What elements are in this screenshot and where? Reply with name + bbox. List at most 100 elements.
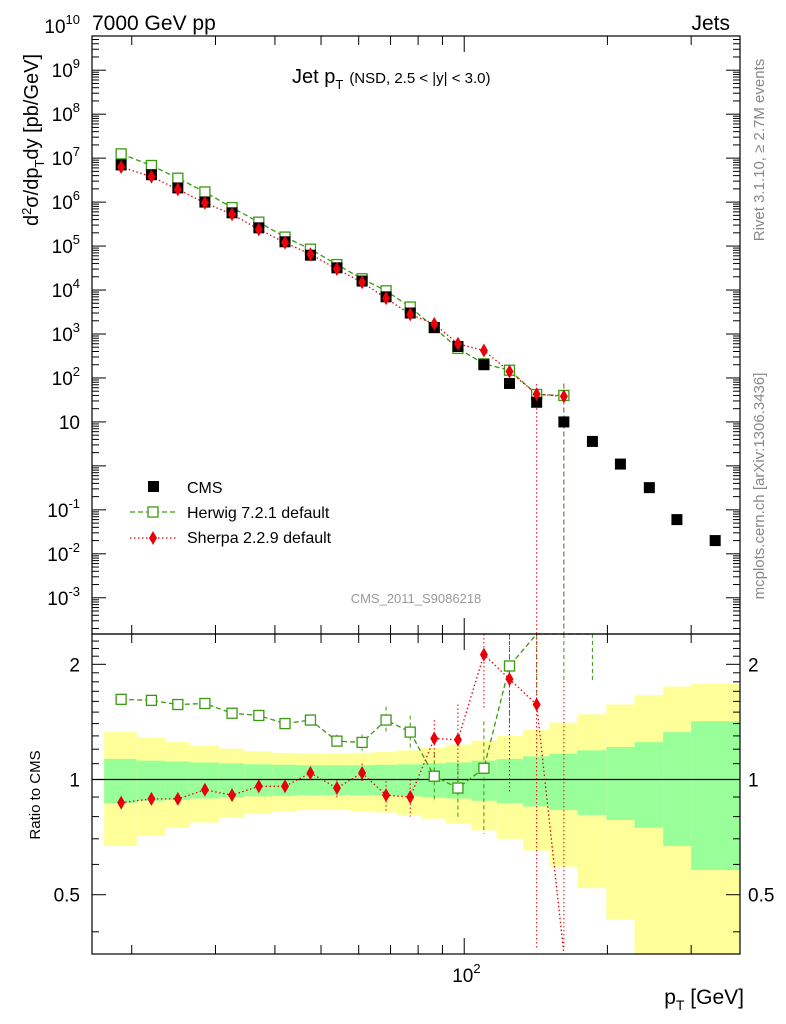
sherpa-ratio-point — [173, 791, 182, 806]
sherpa-ratio-point — [358, 765, 367, 780]
y-tick-label: 10-2 — [47, 540, 80, 566]
plot-title-sub: T — [335, 77, 343, 92]
sherpa-ratio-point — [406, 790, 415, 805]
plot-title: Jet pT (NSD, 2.5 < |y| < 3.0) — [292, 66, 491, 92]
ratio-y-tick-label: 1 — [69, 771, 80, 792]
inner-uncertainty-band — [691, 721, 740, 871]
cms-point — [478, 359, 490, 371]
ratio-y-tick-label-right: 2 — [748, 655, 759, 676]
y-tick-label: 10-3 — [47, 584, 80, 610]
legend-herwig-marker — [147, 506, 159, 518]
sherpa-ratio-line — [121, 653, 565, 955]
y-tick-label: 105 — [52, 232, 80, 258]
inner-uncertainty-band — [496, 758, 524, 804]
sherpa-point — [281, 235, 290, 250]
ratio-y-tick-label: 0.5 — [54, 886, 80, 907]
inner-uncertainty-band — [606, 747, 635, 820]
legend-cms-marker — [148, 481, 159, 492]
sherpa-ratio-point — [147, 791, 156, 806]
herwig-ratio-point — [404, 726, 416, 738]
sherpa-point — [559, 389, 568, 404]
y-tick-label: 106 — [52, 188, 80, 214]
inner-uncertainty-band — [577, 750, 607, 815]
analysis-id-label: CMS_2011_S9086218 — [351, 591, 482, 606]
sherpa-point — [117, 159, 126, 174]
jets-label: Jets — [691, 12, 730, 35]
herwig-ratio-point — [115, 693, 127, 705]
sherpa-point — [228, 207, 237, 222]
sherpa-point — [479, 343, 488, 358]
ratio-uncertainty-bands — [104, 683, 740, 954]
herwig-ratio-point — [226, 707, 238, 719]
herwig-ratio-point — [172, 698, 184, 711]
cms-point — [643, 482, 655, 494]
main-series-group — [115, 148, 721, 634]
herwig-ratio-point — [145, 694, 158, 707]
y-tick-label: 109 — [52, 56, 80, 82]
sherpa-point — [306, 247, 315, 262]
sherpa-ratio-point — [117, 795, 126, 810]
cms-point — [586, 435, 598, 447]
y-tick-label: 108 — [52, 100, 80, 126]
ratio-y-axis-label: Ratio to CMS — [27, 750, 44, 839]
herwig-point — [199, 186, 211, 198]
ratio-series-group — [115, 633, 593, 955]
sherpa-point — [505, 364, 514, 379]
herwig-ratio-point — [279, 717, 291, 730]
legend-sherpa-marker — [149, 531, 157, 545]
legend-sherpa-label: Sherpa 2.2.9 default — [187, 530, 332, 547]
herwig-ratio-point — [380, 714, 392, 726]
ratio-plot-frame — [91, 633, 741, 955]
cms-point — [614, 458, 626, 470]
sherpa-point — [173, 182, 182, 197]
plot-title-detail: (NSD, 2.5 < |y| < 3.0) — [349, 70, 490, 87]
y-tick-label: 104 — [52, 276, 80, 302]
sherpa-point — [358, 275, 367, 290]
cms-point — [503, 377, 515, 389]
x-tick-label: 102 — [452, 961, 480, 987]
inner-uncertainty-band — [634, 742, 664, 828]
sherpa-point — [332, 262, 341, 277]
herwig-ratio-point — [253, 709, 265, 722]
herwig-point — [172, 172, 184, 184]
sherpa-point — [532, 387, 541, 402]
sherpa-ratio-point — [479, 647, 488, 662]
sherpa-line — [120, 166, 564, 398]
cms-point — [531, 396, 543, 408]
y-tick-label: 10-1 — [47, 496, 80, 522]
plot-title-main: Jet p — [292, 66, 335, 88]
sherpa-ratio-point — [382, 788, 391, 803]
sherpa-ratio-point — [532, 697, 541, 712]
herwig-point — [145, 159, 158, 172]
sherpa-point — [430, 316, 439, 331]
cms-point — [709, 535, 721, 547]
herwig-point — [115, 148, 127, 160]
sherpa-ratio-point — [200, 782, 209, 797]
sherpa-ratio-point — [254, 779, 263, 794]
sherpa-point — [200, 195, 209, 210]
rivet-version-label: Rivet 3.1.10, ≥ 2.7M events — [751, 59, 768, 242]
y-tick-label: 102 — [52, 364, 80, 390]
sherpa-ratio-point — [505, 672, 514, 687]
sherpa-ratio-point — [228, 788, 237, 803]
ratio-y-tick-label: 2 — [69, 655, 80, 676]
sherpa-ratio-point — [430, 731, 439, 746]
inner-uncertainty-band — [104, 758, 137, 804]
sherpa-ratio-point — [332, 781, 341, 796]
legend: CMS Herwig 7.2.1 default Sherpa 2.2.9 de… — [130, 480, 332, 547]
herwig-ratio-point — [452, 782, 464, 794]
y-tick-label: 1010 — [44, 12, 80, 38]
x-axis-label: pT [GeV] — [664, 986, 744, 1013]
herwig-line — [120, 153, 564, 397]
ratio-y-tick-label-right: 1 — [748, 771, 759, 792]
sherpa-point — [147, 169, 156, 184]
sherpa-point — [406, 307, 415, 322]
ratio-y-tick-label-right: 0.5 — [748, 886, 774, 907]
herwig-ratio-point — [331, 735, 343, 747]
sherpa-point — [382, 291, 391, 306]
cms-point — [671, 514, 683, 526]
y-tick-label: 107 — [52, 144, 80, 170]
herwig-ratio-point — [503, 660, 516, 672]
herwig-ratio-point — [304, 714, 317, 726]
